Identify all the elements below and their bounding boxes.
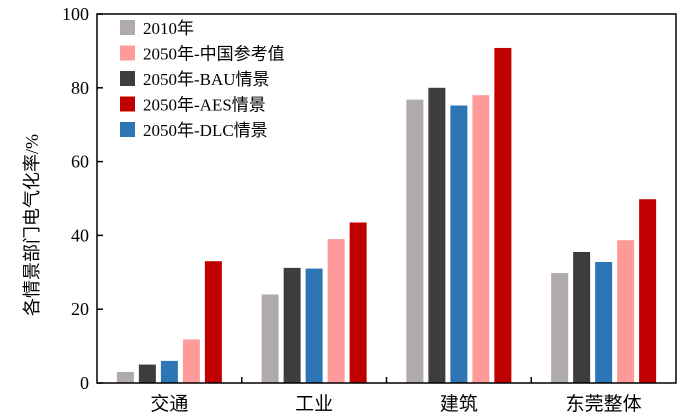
bar-1-cat-4 (551, 273, 569, 383)
bar-5-cat-1 (204, 261, 222, 383)
category-label: 交通 (150, 393, 188, 415)
y-tick-label: 20 (71, 299, 89, 319)
bar-5-cat-2 (349, 222, 367, 383)
category-label: 东莞整体 (566, 393, 642, 415)
bar-3-cat-3 (450, 105, 468, 383)
legend-label: 2050年-中国参考值 (143, 45, 285, 64)
legend-swatch (120, 20, 135, 35)
bar-3-cat-4 (595, 261, 613, 383)
bar-4-cat-2 (327, 239, 345, 383)
y-tick-label: 40 (71, 225, 89, 245)
bar-1-cat-2 (261, 294, 279, 383)
legend-swatch (120, 71, 135, 86)
bar-4-cat-1 (182, 339, 200, 383)
category-label: 工业 (295, 393, 333, 415)
legend-swatch (120, 96, 135, 112)
legend-label: 2050年-DLC情景 (143, 121, 268, 140)
bar-4-cat-4 (617, 240, 635, 383)
bar-2-cat-2 (283, 267, 301, 383)
bar-5-cat-4 (639, 199, 657, 383)
y-tick-label: 60 (71, 152, 89, 172)
legend: 2010年 2050年-中国参考值 2050年-BAU情景 2050年-AES情景 20… (120, 19, 285, 140)
y-tick-label: 80 (71, 78, 89, 98)
legend-label: 2050年-BAU情景 (143, 70, 270, 89)
bar-1-cat-3 (406, 99, 424, 384)
bars-layer (116, 47, 657, 384)
y-axis-title: 各情景部门电气化率/% (22, 134, 42, 316)
category-labels: 交通 工业 建筑 东莞整体 (150, 377, 642, 415)
category-label: 建筑 (440, 393, 478, 415)
legend-swatch (120, 45, 135, 61)
legend-label: 2010年 (143, 19, 194, 38)
y-tick-label: 100 (62, 4, 89, 24)
bar-3-cat-1 (160, 360, 178, 383)
ticks-layer: 0 20 40 60 80 100 (62, 4, 103, 393)
legend-label: 2050年-AES情景 (143, 96, 266, 115)
bar-2-cat-3 (428, 87, 446, 384)
bar-3-cat-2 (305, 268, 323, 383)
y-tick-label: 0 (80, 373, 89, 393)
bar-2-cat-4 (573, 252, 591, 383)
legend-swatch (120, 122, 135, 137)
bar-1-cat-1 (116, 371, 134, 383)
bar-2-cat-1 (138, 364, 156, 383)
bar-5-cat-3 (494, 47, 512, 383)
bar-4-cat-3 (472, 95, 490, 384)
